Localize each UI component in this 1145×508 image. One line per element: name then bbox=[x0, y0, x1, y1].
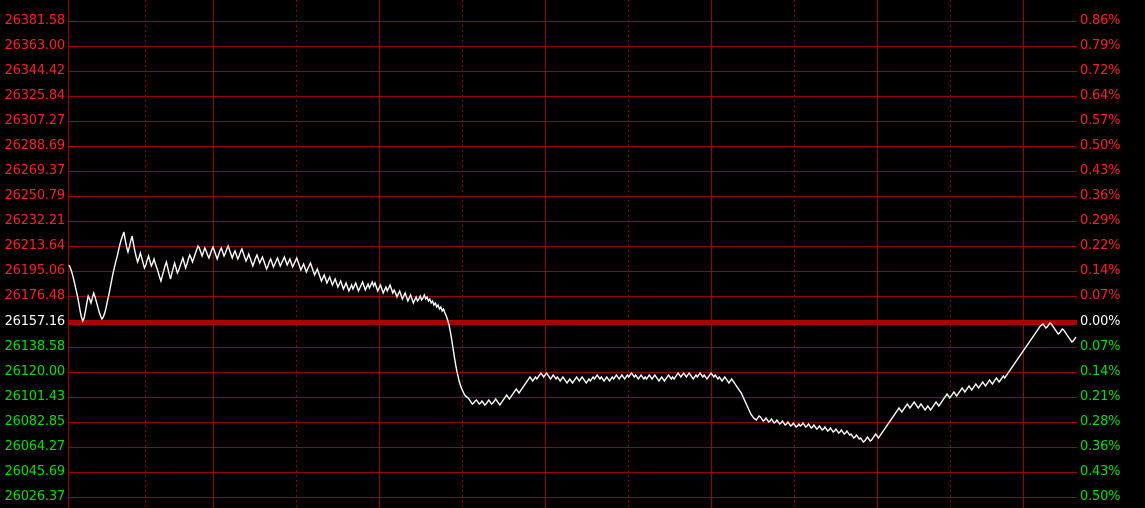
percent-axis-tick-15: 0.21% bbox=[1080, 389, 1121, 404]
price-axis-tick-2: 26344.42 bbox=[4, 63, 66, 78]
price-axis-tick-16: 26082.85 bbox=[4, 414, 66, 429]
price-line-svg bbox=[68, 0, 1077, 508]
vertical-gridlines bbox=[68, 0, 1024, 508]
percent-axis-tick-3: 0.64% bbox=[1080, 88, 1121, 103]
percent-axis-tick-4: 0.57% bbox=[1080, 113, 1121, 128]
percent-axis-tick-17: 0.36% bbox=[1080, 439, 1121, 454]
percent-axis-tick-6: 0.43% bbox=[1080, 163, 1121, 178]
price-axis-tick-1: 26363.00 bbox=[4, 38, 66, 53]
percent-axis-tick-19: 0.50% bbox=[1080, 489, 1121, 504]
horizontal-gridlines bbox=[68, 21, 1077, 498]
price-axis-tick-18: 26045.69 bbox=[4, 464, 66, 479]
percent-axis-tick-5: 0.50% bbox=[1080, 138, 1121, 153]
price-axis-tick-0: 26381.58 bbox=[4, 13, 66, 28]
percent-axis-tick-7: 0.36% bbox=[1080, 188, 1121, 203]
price-axis-tick-5: 26288.69 bbox=[4, 138, 66, 153]
percent-axis-tick-2: 0.72% bbox=[1080, 63, 1121, 78]
percent-axis-tick-13: 0.07% bbox=[1080, 339, 1121, 354]
percent-axis-tick-9: 0.22% bbox=[1080, 238, 1121, 253]
price-axis-tick-9: 26213.64 bbox=[4, 238, 66, 253]
price-axis-tick-13: 26138.58 bbox=[4, 339, 66, 354]
price-axis-tick-7: 26250.79 bbox=[4, 188, 66, 203]
price-line-series bbox=[68, 231, 1077, 443]
percent-axis-tick-14: 0.14% bbox=[1080, 364, 1121, 379]
price-axis-tick-17: 26064.27 bbox=[4, 439, 66, 454]
percent-axis-tick-18: 0.43% bbox=[1080, 464, 1121, 479]
price-axis-tick-4: 26307.27 bbox=[4, 113, 66, 128]
price-axis-tick-15: 26101.43 bbox=[4, 389, 66, 404]
price-line bbox=[68, 231, 1077, 443]
percent-axis-tick-12: 0.00% bbox=[1080, 314, 1121, 329]
percent-axis-tick-1: 0.79% bbox=[1080, 38, 1121, 53]
price-axis-tick-3: 26325.84 bbox=[4, 88, 66, 103]
chart-plot-area[interactable] bbox=[68, 0, 1077, 508]
price-axis-tick-19: 26026.37 bbox=[4, 489, 66, 504]
price-axis: 26381.58 26363.00 26344.42 26325.84 26307.27… bbox=[0, 0, 68, 508]
price-axis-tick-8: 26232.21 bbox=[4, 213, 66, 228]
percent-axis-tick-11: 0.07% bbox=[1080, 288, 1121, 303]
percent-axis-tick-10: 0.14% bbox=[1080, 263, 1121, 278]
percent-axis-tick-0: 0.86% bbox=[1080, 13, 1121, 28]
percent-axis-tick-8: 0.29% bbox=[1080, 213, 1121, 228]
price-axis-tick-11: 26176.48 bbox=[4, 288, 66, 303]
price-axis-tick-14: 26120.00 bbox=[4, 364, 66, 379]
price-axis-tick-10: 26195.06 bbox=[4, 263, 66, 278]
percent-change-axis: 0.86% 0.79% 0.72% 0.64% 0.57% 0.50% 0.43% 0.36%… bbox=[1077, 0, 1145, 508]
percent-axis-tick-16: 0.28% bbox=[1080, 414, 1121, 429]
price-axis-tick-12: 26157.16 bbox=[4, 314, 66, 329]
price-axis-tick-6: 26269.37 bbox=[4, 163, 66, 178]
